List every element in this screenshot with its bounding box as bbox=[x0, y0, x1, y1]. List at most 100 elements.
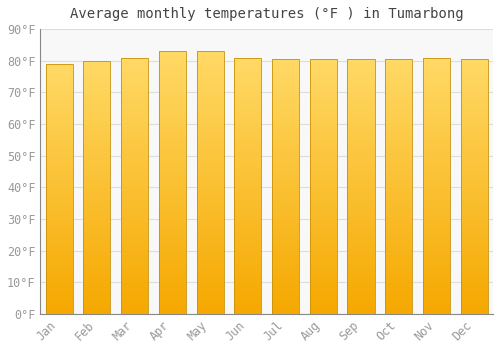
Bar bbox=[84, 291, 110, 294]
Bar bbox=[385, 159, 412, 161]
Bar bbox=[385, 69, 412, 72]
Bar bbox=[423, 183, 450, 186]
Bar bbox=[46, 209, 73, 211]
Bar bbox=[159, 143, 186, 146]
Bar bbox=[159, 75, 186, 77]
Bar bbox=[348, 283, 374, 286]
Bar bbox=[385, 146, 412, 148]
Bar bbox=[385, 237, 412, 240]
Bar bbox=[196, 51, 224, 54]
Bar bbox=[234, 288, 262, 291]
Bar bbox=[348, 266, 374, 268]
Bar bbox=[423, 80, 450, 83]
Bar bbox=[385, 278, 412, 281]
Bar bbox=[460, 153, 488, 156]
Bar bbox=[121, 178, 148, 181]
Bar bbox=[46, 269, 73, 271]
Bar bbox=[84, 84, 110, 86]
Bar bbox=[121, 145, 148, 147]
Bar bbox=[423, 106, 450, 109]
Bar bbox=[234, 93, 262, 96]
Bar bbox=[121, 219, 148, 222]
Bar bbox=[121, 186, 148, 188]
Bar bbox=[121, 255, 148, 258]
Bar bbox=[310, 258, 337, 260]
Bar bbox=[460, 128, 488, 131]
Bar bbox=[310, 271, 337, 273]
Bar bbox=[310, 301, 337, 304]
Bar bbox=[348, 263, 374, 266]
Bar bbox=[348, 202, 374, 204]
Bar bbox=[310, 77, 337, 79]
Bar bbox=[348, 225, 374, 227]
Bar bbox=[348, 107, 374, 110]
Bar bbox=[46, 136, 73, 139]
Bar bbox=[348, 276, 374, 278]
Bar bbox=[159, 253, 186, 256]
Bar bbox=[272, 304, 299, 306]
Bar bbox=[196, 77, 224, 80]
Bar bbox=[196, 54, 224, 56]
Bar bbox=[121, 214, 148, 217]
Bar bbox=[121, 250, 148, 252]
Bar bbox=[348, 271, 374, 273]
Bar bbox=[46, 206, 73, 209]
Bar bbox=[84, 160, 110, 162]
Bar bbox=[84, 253, 110, 255]
Bar bbox=[84, 144, 110, 147]
Bar bbox=[272, 143, 299, 146]
Bar bbox=[159, 204, 186, 206]
Bar bbox=[84, 114, 110, 117]
Bar bbox=[121, 111, 148, 114]
Bar bbox=[196, 148, 224, 151]
Bar bbox=[385, 245, 412, 248]
Bar bbox=[234, 250, 262, 252]
Bar bbox=[84, 230, 110, 233]
Bar bbox=[423, 155, 450, 158]
Bar bbox=[423, 306, 450, 309]
Bar bbox=[234, 252, 262, 255]
Bar bbox=[272, 59, 299, 62]
Bar bbox=[159, 261, 186, 264]
Bar bbox=[385, 118, 412, 120]
Bar bbox=[159, 51, 186, 54]
Bar bbox=[272, 135, 299, 138]
Bar bbox=[310, 107, 337, 110]
Bar bbox=[385, 59, 412, 314]
Bar bbox=[196, 138, 224, 140]
Bar bbox=[272, 212, 299, 215]
Bar bbox=[423, 119, 450, 122]
Bar bbox=[385, 92, 412, 95]
Bar bbox=[460, 306, 488, 309]
Bar bbox=[196, 85, 224, 88]
Bar bbox=[159, 180, 186, 183]
Bar bbox=[423, 214, 450, 217]
Bar bbox=[46, 289, 73, 292]
Bar bbox=[272, 138, 299, 141]
Bar bbox=[348, 222, 374, 225]
Bar bbox=[84, 205, 110, 208]
Bar bbox=[385, 135, 412, 138]
Bar bbox=[234, 196, 262, 198]
Bar bbox=[423, 273, 450, 275]
Bar bbox=[423, 181, 450, 183]
Bar bbox=[84, 129, 110, 132]
Bar bbox=[348, 171, 374, 174]
Bar bbox=[196, 98, 224, 101]
Bar bbox=[196, 280, 224, 282]
Bar bbox=[423, 288, 450, 291]
Bar bbox=[159, 133, 186, 135]
Bar bbox=[460, 253, 488, 255]
Bar bbox=[234, 204, 262, 206]
Bar bbox=[423, 91, 450, 93]
Bar bbox=[348, 113, 374, 115]
Bar bbox=[423, 145, 450, 147]
Bar bbox=[272, 118, 299, 120]
Bar bbox=[272, 85, 299, 87]
Bar bbox=[196, 238, 224, 240]
Bar bbox=[46, 189, 73, 191]
Bar bbox=[234, 209, 262, 211]
Bar bbox=[460, 248, 488, 250]
Bar bbox=[121, 134, 148, 137]
Bar bbox=[121, 209, 148, 211]
